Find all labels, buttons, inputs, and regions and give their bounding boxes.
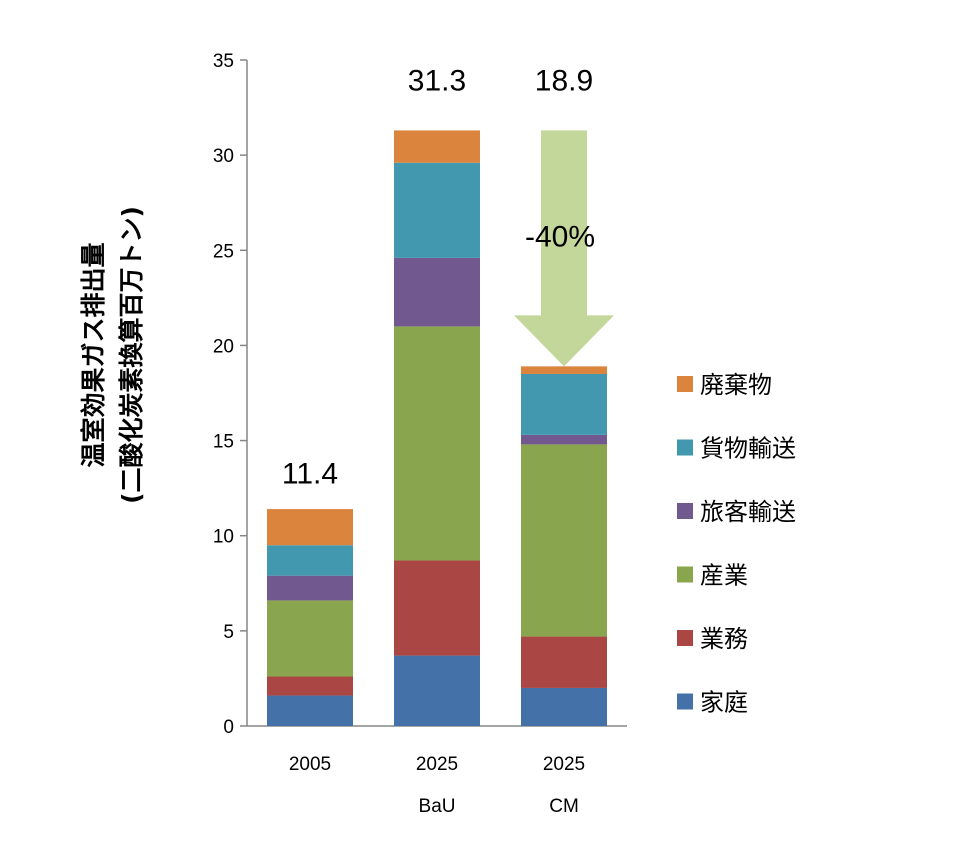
bar-segment: [394, 560, 480, 656]
legend-swatch: [677, 566, 693, 583]
total-label: 31.3: [408, 64, 466, 97]
bar-segment: [394, 130, 480, 163]
arrow-shape: [514, 130, 614, 367]
bar-segment: [521, 373, 607, 435]
bar-segment: [521, 444, 607, 637]
y-tick-label: 35: [213, 51, 234, 72]
bar-segment: [521, 434, 607, 445]
legend-swatch: [677, 376, 693, 392]
reduction-arrow: -40%: [514, 130, 614, 367]
bar-segment: [521, 687, 607, 726]
x-category-label: 2025: [543, 754, 585, 775]
x-category-label: 2025: [416, 754, 458, 775]
bars: [267, 130, 607, 726]
legend-label: 産業: [700, 562, 748, 590]
y-tick-label: 0: [223, 717, 234, 738]
y-tick-label: 20: [213, 336, 234, 357]
bar-segment: [394, 326, 480, 561]
bar-segment: [394, 655, 480, 726]
legend-label: 旅客輸送: [700, 498, 796, 526]
bar-segment: [394, 257, 480, 327]
bar-segment: [521, 366, 607, 374]
legend-label: 貨物輸送: [700, 435, 796, 463]
y-axis-label: 温室効果ガス排出量 (二酸化炭素換算百万トン): [79, 206, 146, 504]
bar-segment: [267, 545, 353, 576]
total-label: 11.4: [282, 457, 338, 490]
legend-swatch: [677, 503, 693, 519]
bar-segment: [521, 636, 607, 688]
total-labels: 11.4 31.3 18.9: [282, 64, 593, 490]
x-category-sublabel: BaU: [419, 796, 456, 817]
y-tick-label: 10: [213, 527, 234, 548]
legend-label: 廃棄物: [700, 371, 772, 399]
x-category-label: 2005: [289, 754, 331, 775]
y-tick-label: 30: [213, 146, 234, 167]
legend-label: 業務: [700, 625, 748, 653]
legend-swatch: [677, 693, 693, 710]
bar-segment: [267, 575, 353, 601]
y-axis-label-line2: (二酸化炭素換算百万トン): [117, 206, 146, 504]
legend-label: 家庭: [700, 689, 748, 717]
bar-segment: [267, 509, 353, 546]
y-tick-label: 25: [213, 241, 234, 262]
bar-segment: [267, 600, 353, 677]
x-axis-labels: 2005 2025 BaU 2025 CM: [289, 754, 585, 817]
legend-swatch: [677, 630, 693, 646]
y-axis-ticks: 0 5 10 15 20 25 30 35: [213, 51, 247, 738]
legend-swatch: [677, 439, 693, 456]
bar-segment: [394, 162, 480, 258]
bar-segment: [267, 676, 353, 696]
bar-segment: [267, 695, 353, 726]
x-category-sublabel: CM: [549, 796, 579, 817]
y-axis-label-line1: 温室効果ガス排出量: [79, 242, 108, 467]
reduction-label: -40%: [525, 220, 595, 253]
y-tick-label: 5: [223, 622, 234, 643]
total-label: 18.9: [535, 64, 593, 97]
y-tick-label: 15: [213, 432, 234, 453]
